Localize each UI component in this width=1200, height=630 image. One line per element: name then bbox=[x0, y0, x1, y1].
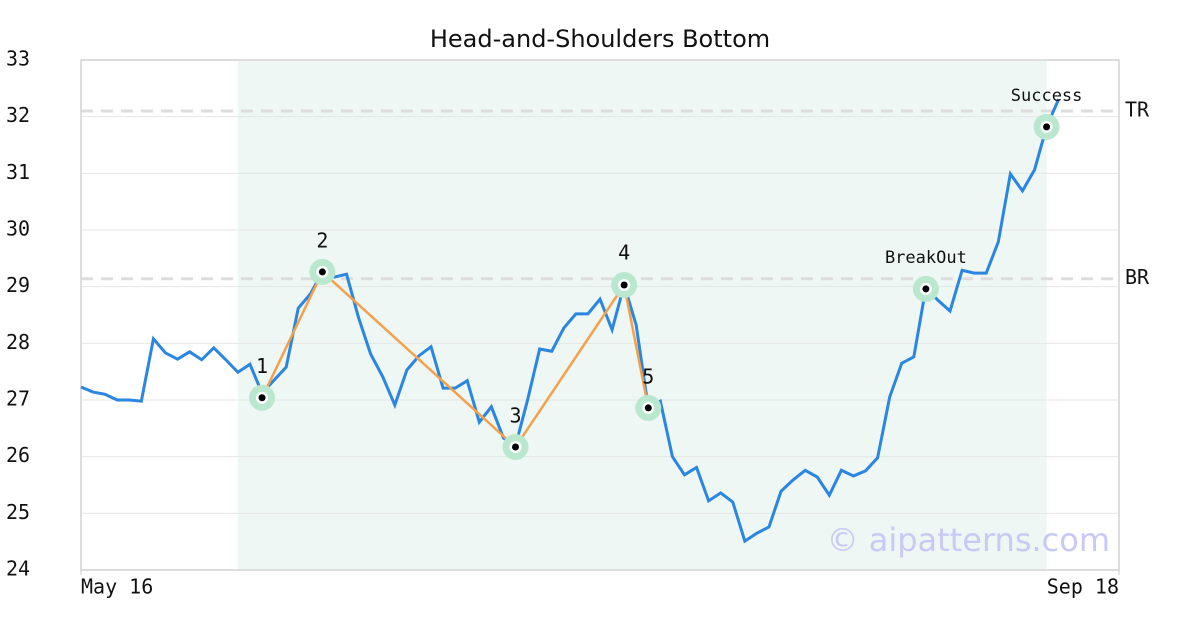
y-tick-label: 33 bbox=[6, 47, 30, 71]
point-label: 2 bbox=[316, 228, 328, 252]
y-tick-label: 27 bbox=[6, 387, 30, 411]
level-label: BR bbox=[1125, 265, 1150, 289]
level-label: TR bbox=[1125, 98, 1150, 122]
marker-dot bbox=[1043, 123, 1051, 131]
y-tick-label: 31 bbox=[6, 160, 30, 184]
price-line bbox=[80, 98, 1061, 544]
y-tick-label: 24 bbox=[6, 557, 30, 581]
x-tick-label: Sep 18 bbox=[1047, 575, 1119, 599]
shaded-region bbox=[237, 60, 1047, 570]
y-tick-label: 28 bbox=[6, 330, 30, 354]
y-tick-label: 29 bbox=[6, 273, 30, 297]
marker-dot bbox=[512, 443, 520, 451]
point-label: Success bbox=[1011, 86, 1083, 106]
y-tick-label: 25 bbox=[6, 500, 30, 524]
marker-dot bbox=[258, 394, 266, 402]
marker-dot bbox=[620, 281, 628, 289]
watermark: © aipatterns.com bbox=[827, 521, 1110, 559]
chart-title: Head-and-Shoulders Bottom bbox=[430, 25, 770, 53]
point-label: 3 bbox=[509, 404, 521, 428]
x-tick-label: May 16 bbox=[81, 575, 153, 599]
plot-frame bbox=[80, 59, 1120, 571]
point-label: 4 bbox=[618, 240, 630, 264]
marker-dot bbox=[644, 404, 652, 412]
y-tick-label: 30 bbox=[6, 217, 30, 241]
point-label: BreakOut bbox=[885, 248, 967, 268]
point-label: 5 bbox=[642, 364, 654, 388]
y-tick-label: 26 bbox=[6, 443, 30, 467]
marker-dot bbox=[922, 285, 930, 293]
point-label: 1 bbox=[256, 354, 268, 378]
y-tick-label: 32 bbox=[6, 103, 30, 127]
marker-dot bbox=[318, 268, 326, 276]
